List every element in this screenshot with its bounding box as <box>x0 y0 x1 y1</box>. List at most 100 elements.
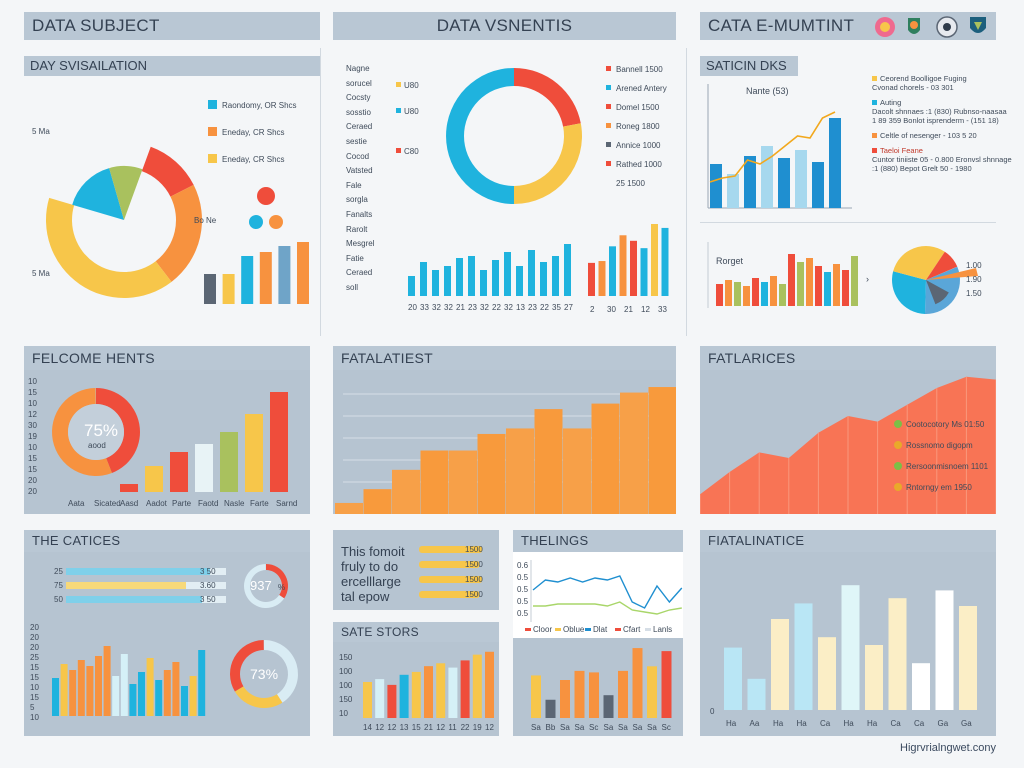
tick-label: 13 <box>400 723 409 732</box>
list-item: sorgla <box>346 195 368 205</box>
bar <box>163 670 171 716</box>
shield-icon[interactable] <box>970 17 986 33</box>
pie-label: 1.00 <box>966 261 982 270</box>
note-head: Auting <box>880 98 902 107</box>
bar <box>640 248 648 296</box>
legend-label: Cootocotory Ms 01:50 <box>906 420 985 429</box>
header-felcome-hents: FELCOME HENTS <box>24 346 310 370</box>
progress-label: 50 <box>54 595 63 604</box>
note-head: Celtle of nesenger - 103 5 20 <box>880 131 977 140</box>
donut-hole <box>68 404 124 460</box>
bar <box>829 118 841 208</box>
progress-label: 25 <box>54 567 63 576</box>
tick-label: Ha <box>844 719 855 728</box>
panel-the-catices: 25 3 50 75 3.60 50 3 50 937% 20 20 20 25 15 15 10 15 5 1… <box>24 552 310 736</box>
line-series <box>533 601 682 615</box>
subheader-saticin-dks: SATICIN DKS <box>700 56 798 76</box>
annotation: Bo Ne <box>194 216 217 225</box>
legend-swatch <box>208 154 217 163</box>
badge-icon-2[interactable] <box>908 18 920 34</box>
legend-swatch <box>396 108 401 113</box>
bar <box>411 671 421 718</box>
panel-fatalatiest <box>333 370 676 514</box>
legend-label: Arened Antery <box>616 84 667 93</box>
legend-label: Annice 1000 <box>616 141 661 150</box>
chart-fiatalinatice: 0 Ha Aa Ha Ha Ca Ha Ha Ca Ca Ga Ga <box>710 585 977 728</box>
pie-label: 1.90 <box>966 275 982 284</box>
bar <box>95 656 102 716</box>
bar <box>155 680 163 716</box>
header-fatlarices: FATLARICES <box>700 346 996 370</box>
legend-dot <box>894 441 902 449</box>
panel-this-fomoit: This fomoit fruly to do ercelllarge tal … <box>333 530 499 610</box>
tick-label: 20 <box>408 303 417 312</box>
progress-bar <box>419 561 480 568</box>
pie-slice <box>893 246 945 280</box>
tick-label: 10 <box>339 709 348 718</box>
tick-label: 10 <box>30 683 39 692</box>
tick-label: 35 <box>552 303 561 312</box>
header-sate-stors: SATE STORS <box>333 622 499 642</box>
chart-thelings-line: 0.6 0.5 0.5 0.5 0.5 Cloor Oblue Dlat Cfart Lanls <box>517 560 683 634</box>
badge-icon-1[interactable] <box>875 17 895 37</box>
tick-label: Bb <box>546 723 556 732</box>
panel-thelings-line: 0.6 0.5 0.5 0.5 0.5 Cloor Oblue Dlat Cfart Lanls <box>513 552 683 638</box>
bar <box>408 276 415 296</box>
tick-label: Ha <box>773 719 784 728</box>
list-item: Ceraed <box>346 268 373 278</box>
tick-label: Sa <box>531 723 541 732</box>
bar <box>375 679 385 718</box>
bar <box>129 684 137 716</box>
category-label: Faotd <box>198 499 218 508</box>
panel-fiatalinatice: 0 Ha Aa Ha Ha Ca Ha Ha Ca Ca Ga Ga <box>700 552 996 736</box>
legend-label: Domel 1500 <box>616 103 660 112</box>
pie-slice <box>926 280 949 305</box>
note-head: Taeloi Feane <box>880 146 923 155</box>
tick-label: Sa <box>560 723 570 732</box>
bar <box>112 676 120 716</box>
category-label: Aasd <box>120 499 138 508</box>
tick-label: Sc <box>589 723 598 732</box>
bar <box>189 676 197 716</box>
tick-label: 32 <box>480 303 489 312</box>
tick-label: 20 <box>30 623 39 632</box>
donut-sub: aood <box>88 441 106 450</box>
legend-label: Roneg 1800 <box>616 122 660 131</box>
bar <box>204 274 216 304</box>
pie-slice <box>892 271 926 314</box>
bar <box>744 156 756 208</box>
bar <box>181 686 188 716</box>
category-label: Nasle <box>224 499 245 508</box>
progress-label: 1500 <box>465 590 483 599</box>
tick-label: 12 <box>387 723 396 732</box>
gauge-value: 937 <box>250 578 272 593</box>
tick-label: 0.5 <box>517 585 529 594</box>
tick-label: 12 <box>641 305 650 314</box>
bar <box>797 262 804 306</box>
progress-label: 75 <box>54 581 63 590</box>
chart-thelings-bars: Sa Bb Sa Sa Sc Sa Sa Sa Sa Sc <box>531 648 672 732</box>
bar <box>842 270 849 306</box>
bar <box>392 469 420 514</box>
tick-label: Ha <box>867 719 878 728</box>
pie-slice <box>45 197 172 298</box>
bar <box>448 667 458 718</box>
donut-value: 73% <box>250 666 278 682</box>
legend-label: Bannell 1500 <box>616 65 663 74</box>
tick-label: 20 <box>28 487 37 496</box>
list-item: Fanalts <box>346 209 373 219</box>
note-item: Taeloi Feane Cuntor tiniiste 05 - 0.800 … <box>872 146 1012 173</box>
legend-swatch <box>606 142 611 147</box>
note-body: Cuntor tiniiste 05 - 0.800 Eronvsl shnna… <box>872 155 1012 173</box>
badge-icon-3[interactable] <box>936 16 958 38</box>
tick-label: 15 <box>28 454 37 463</box>
line-series <box>709 111 836 183</box>
legend-label: Rathed 1000 <box>616 160 662 169</box>
panel-sate-stors: 150 100 100 150 10 14 12 12 13 15 21 12 11 22 19 12 <box>333 642 499 736</box>
bar <box>485 651 494 718</box>
bar <box>220 432 238 492</box>
bar <box>630 240 637 296</box>
bar <box>103 646 111 716</box>
bar <box>833 264 840 306</box>
list-item: Fatie <box>346 253 364 263</box>
